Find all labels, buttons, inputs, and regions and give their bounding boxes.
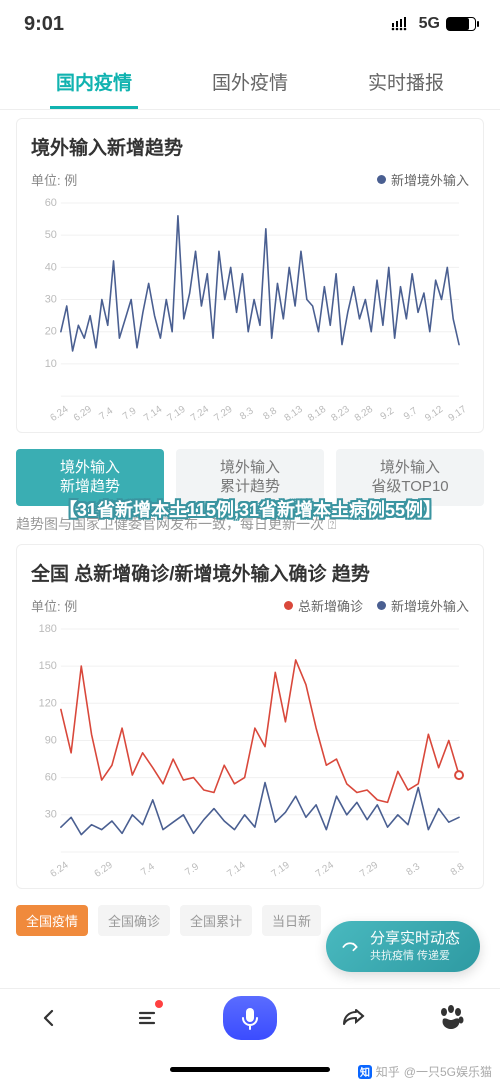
svg-text:90: 90 [45,735,57,747]
svg-text:7.9: 7.9 [121,405,139,422]
svg-text:60: 60 [45,772,57,784]
zhihu-icon: 知 [358,1065,372,1079]
svg-text:30: 30 [45,294,57,306]
chip-cumulative-trend[interactable]: 境外输入累计趋势 [176,449,324,507]
tab-overseas[interactable]: 国外疫情 [206,58,294,109]
svg-text:9.12: 9.12 [423,404,446,424]
share-icon [340,937,360,957]
svg-text:120: 120 [39,698,57,710]
svg-text:7.14: 7.14 [142,404,165,424]
legend-dot-icon [377,175,386,184]
svg-text:20: 20 [45,326,57,338]
status-bar: 9:01 5G [0,0,500,48]
update-note: 趋势图与国家卫健委官网发布一致，每日更新一次 ⍰ [16,514,484,534]
bottom-nav [0,988,500,1046]
imported-trend-card: 境外输入新增趋势 单位: 例 新增境外输入 10 20 30 40 50 60 6.246.… [16,118,484,433]
share-sub: 共抗疫情 传递爱 [370,950,460,962]
svg-text:180: 180 [39,623,57,635]
microphone-icon [240,1006,260,1030]
svg-text:7.9: 7.9 [183,862,201,879]
chart1: 10 20 30 40 50 60 6.246.297.4 7.97.147.197.247.… [31,195,469,424]
home-button[interactable] [429,996,473,1040]
svg-text:7.29: 7.29 [358,860,381,880]
svg-text:6.29: 6.29 [72,404,95,424]
chip-new-trend[interactable]: 境外输入新增趋势 [16,449,164,507]
legend-dot-icon [284,601,293,610]
svg-text:8.13: 8.13 [283,404,306,424]
status-time: 9:01 [24,13,64,36]
svg-text:150: 150 [39,661,57,673]
chart1-title: 境外输入新增趋势 [31,133,469,160]
legend-dot-icon [377,601,386,610]
svg-text:6.24: 6.24 [48,860,71,880]
svg-text:7.24: 7.24 [314,860,337,880]
baidu-paw-icon [437,1005,465,1031]
svg-text:知: 知 [359,1066,370,1079]
svg-text:10: 10 [45,358,57,370]
trend-chips: 境外输入新增趋势 境外输入累计趋势 境外输入省级TOP10 [16,449,484,507]
battery-icon [446,17,476,31]
mini-tab-2[interactable]: 全国累计 [180,905,252,936]
svg-text:7.4: 7.4 [97,405,115,422]
svg-text:8.3: 8.3 [405,862,423,879]
svg-text:6.24: 6.24 [48,404,71,424]
voice-button[interactable] [223,996,277,1040]
svg-text:8.3: 8.3 [238,405,256,422]
chart2-title: 全国 总新增确诊/新增境外输入确诊 趋势 [31,559,469,586]
svg-text:40: 40 [45,261,57,273]
share-title: 分享实时动态 [370,930,460,947]
tab-live[interactable]: 实时播报 [362,58,450,109]
svg-text:7.19: 7.19 [270,860,293,880]
svg-text:7.29: 7.29 [212,404,235,424]
svg-text:30: 30 [45,809,57,821]
mini-tab-3[interactable]: 当日新 [262,905,321,936]
svg-text:7.14: 7.14 [225,860,248,880]
network-label: 5G [419,15,440,33]
chart2: 30 60 90 120 150 180 6.24 6.29 7.4 7.9 7.14 7.19 7.2… [31,621,469,880]
tab-domestic[interactable]: 国内疫情 [50,58,138,109]
svg-text:9.7: 9.7 [402,405,420,422]
svg-text:8.23: 8.23 [329,404,352,424]
svg-text:7.19: 7.19 [165,404,188,424]
forward-button[interactable] [331,996,375,1040]
svg-text:8.8: 8.8 [449,862,467,879]
mini-tab-0[interactable]: 全国疫情 [16,905,88,936]
share-arrow-icon [340,1006,366,1030]
mini-tab-1[interactable]: 全国确诊 [98,905,170,936]
svg-text:9.2: 9.2 [379,405,397,422]
share-button[interactable]: 分享实时动态 共抗疫情 传递爱 [326,921,480,972]
menu-button[interactable] [125,996,169,1040]
chevron-left-icon [37,1006,61,1030]
status-right: 5G [391,15,476,33]
svg-text:6.29: 6.29 [93,860,116,880]
notification-dot-icon [155,1000,163,1008]
national-trend-card: 全国 总新增确诊/新增境外输入确诊 趋势 单位: 例 总新增确诊 新增境外输入 … [16,544,484,889]
chart2-legend: 总新增确诊 新增境外输入 [284,596,469,615]
svg-text:60: 60 [45,197,57,209]
svg-text:8.18: 8.18 [306,404,329,424]
svg-text:7.4: 7.4 [139,862,157,879]
svg-text:50: 50 [45,229,57,241]
signal-icon [391,17,413,31]
home-indicator [170,1067,330,1072]
back-button[interactable] [27,996,71,1040]
svg-text:8.28: 8.28 [353,404,376,424]
svg-text:9.17: 9.17 [447,404,469,424]
menu-icon [135,1006,159,1030]
watermark: 知 知乎 @一只5G娱乐猫 [358,1063,492,1080]
chip-top10[interactable]: 境外输入省级TOP10 [336,449,484,507]
chart1-legend: 新增境外输入 [377,170,469,189]
chart2-unit: 单位: 例 [31,596,77,615]
chart1-unit: 单位: 例 [31,170,77,189]
svg-text:8.8: 8.8 [261,405,279,422]
main-tabs: 国内疫情 国外疫情 实时播报 [0,48,500,110]
svg-text:7.24: 7.24 [189,404,212,424]
